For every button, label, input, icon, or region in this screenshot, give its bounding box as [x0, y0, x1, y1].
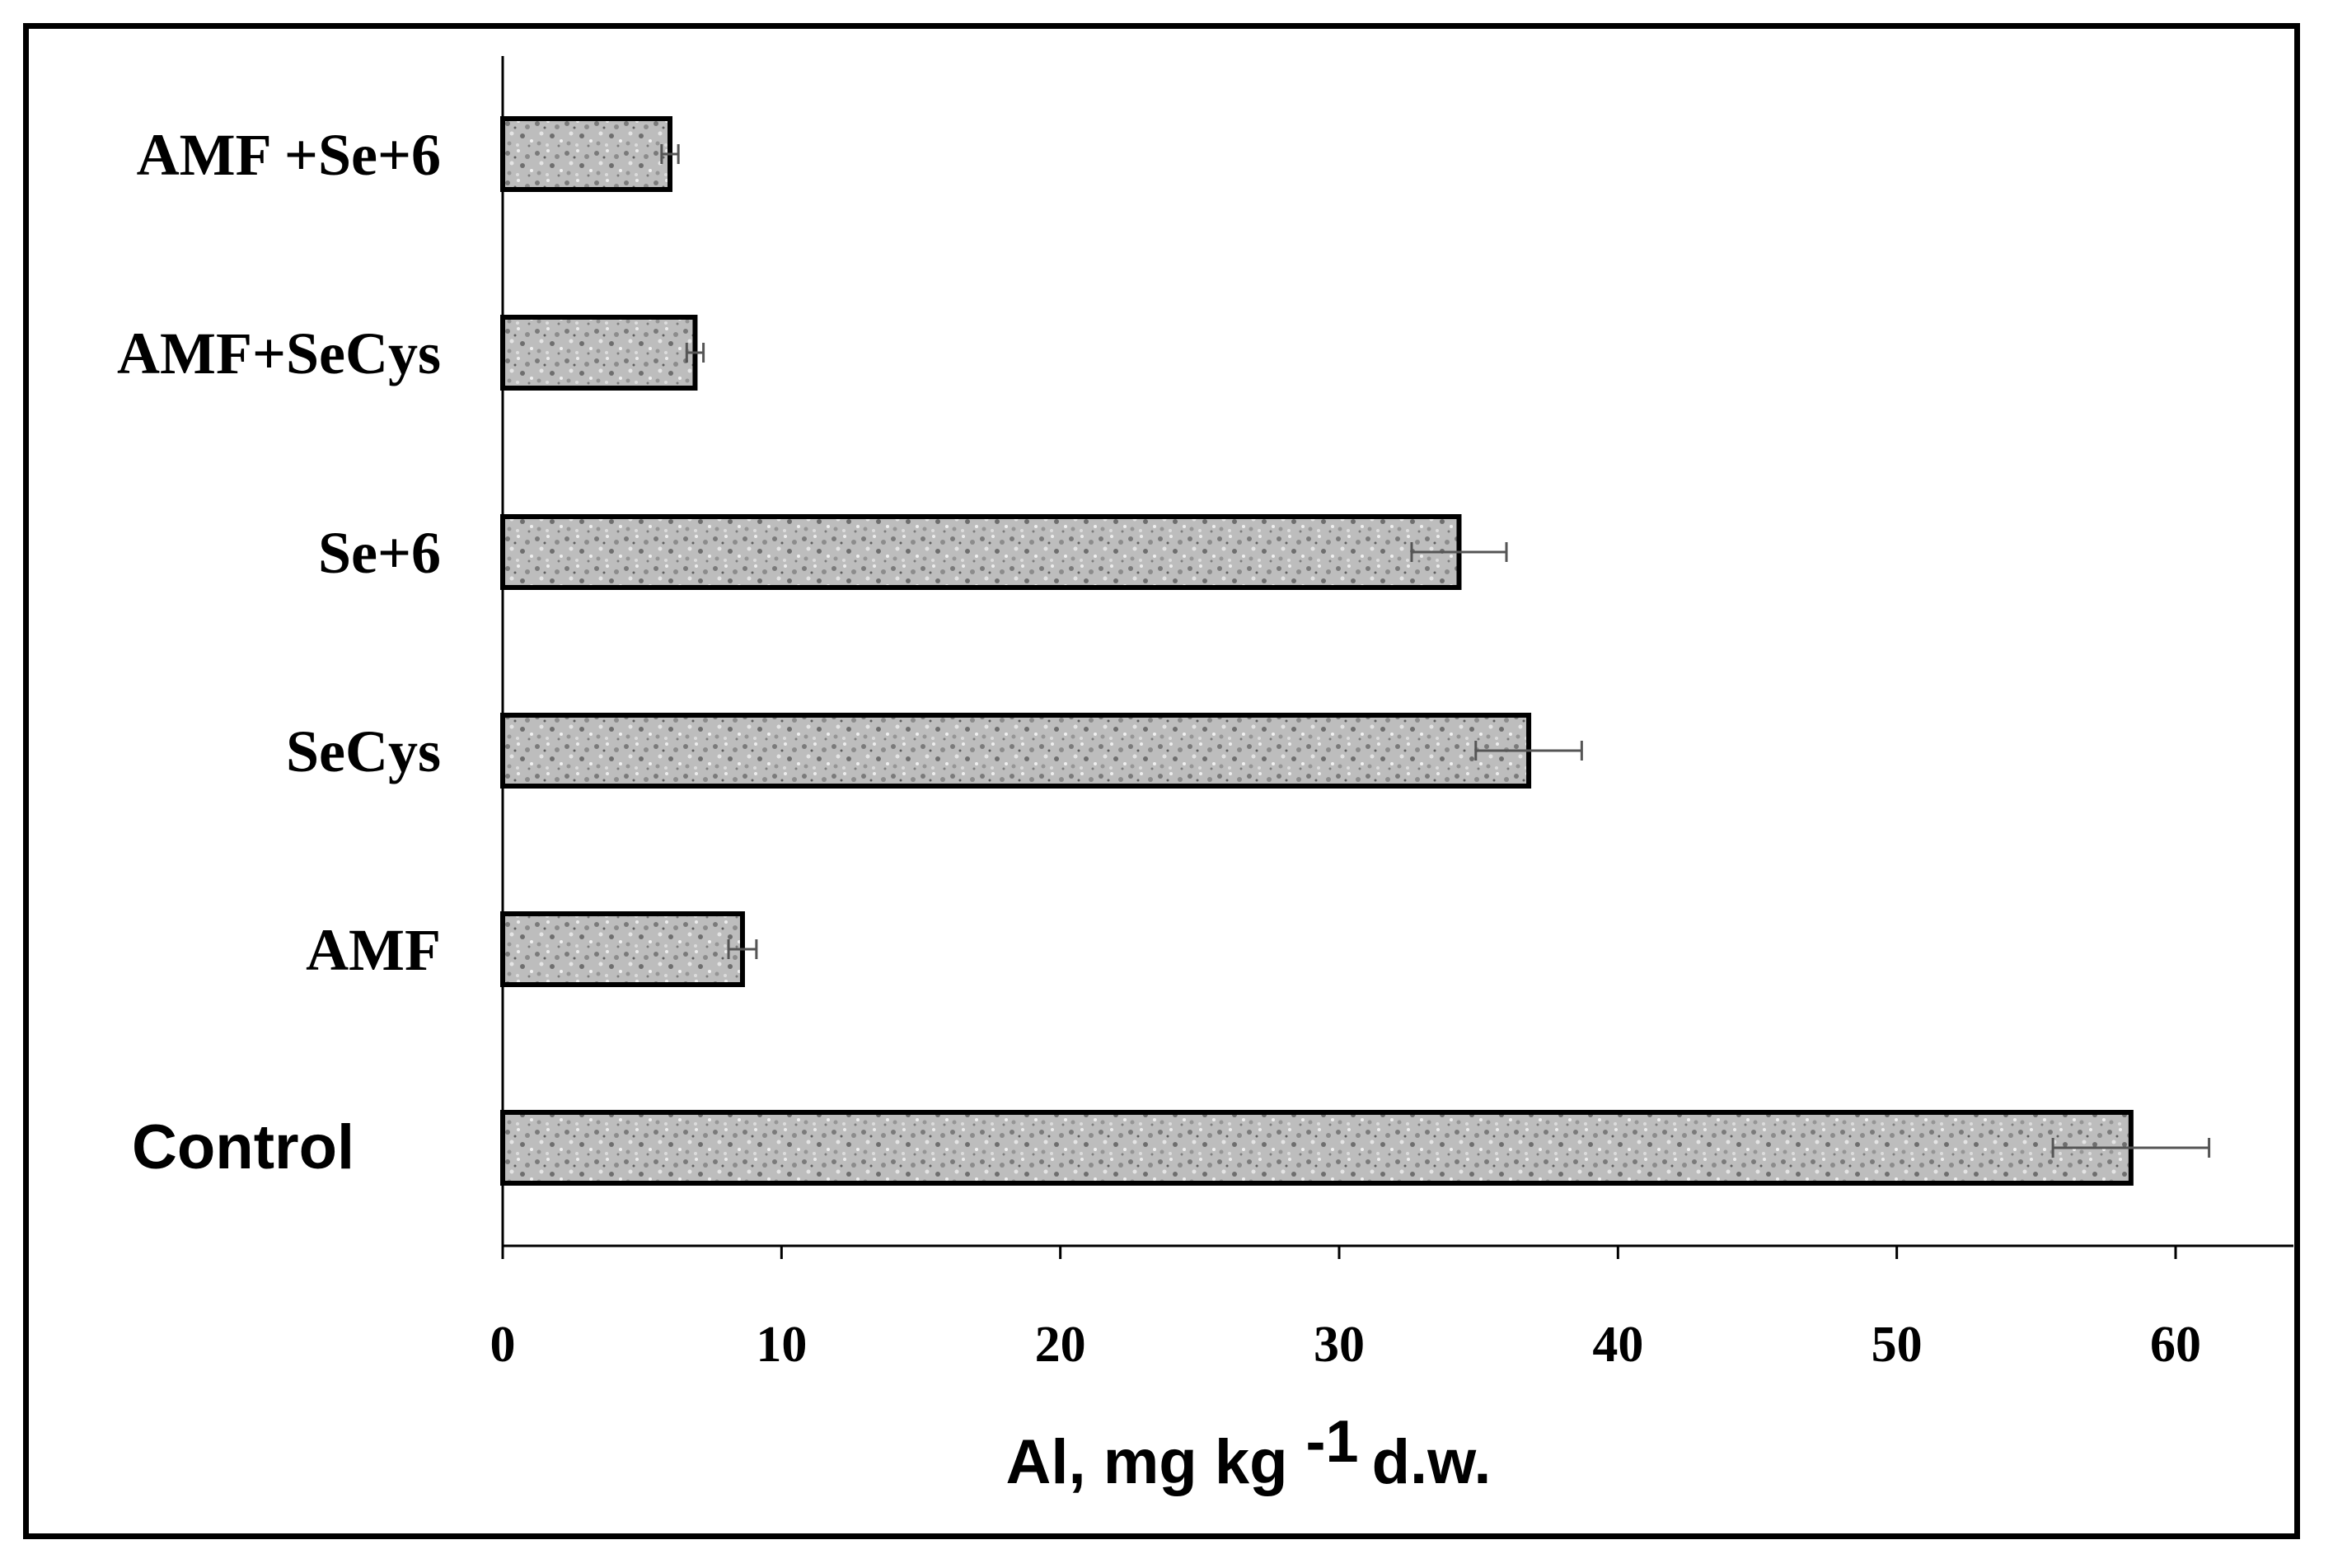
- x-axis-title-sup: -1: [1306, 1409, 1359, 1475]
- x-axis-title-main: Al, mg kg: [1005, 1427, 1287, 1497]
- error-bar-5: [2051, 1138, 2211, 1158]
- category-label-4: AMF: [306, 917, 441, 983]
- error-bar-1: [685, 343, 705, 363]
- x-tick-label-3: 30: [1314, 1317, 1365, 1373]
- bar-2: [500, 514, 1462, 590]
- x-tick-label-1: 10: [756, 1317, 807, 1373]
- x-axis-title: Al, mg kg -1 d.w.: [1005, 1409, 1491, 1497]
- x-tick-label-6: 60: [2150, 1317, 2201, 1373]
- error-bar-0: [660, 144, 680, 164]
- category-label-0: AMF +Se+6: [137, 122, 441, 188]
- bar-4: [500, 911, 745, 987]
- x-tick-label-5: 50: [1872, 1317, 1923, 1373]
- x-ticks-group: 0 10 20 30 40 50 60: [490, 1246, 2201, 1373]
- category-labels-group: AMF +Se+6 AMF+SeCys Se+6 SeCys AMF Control: [117, 122, 441, 1182]
- x-tick-label-4: 40: [1592, 1317, 1643, 1373]
- x-tick-label-2: 20: [1035, 1317, 1086, 1373]
- category-label-3: SeCys: [286, 718, 441, 784]
- bar-1: [500, 315, 698, 391]
- bar-5: [500, 1110, 2134, 1186]
- bar-0: [500, 116, 672, 192]
- category-label-5: Control: [132, 1112, 354, 1182]
- category-label-1: AMF+SeCys: [117, 321, 441, 386]
- error-bars-group: [660, 144, 2211, 1158]
- category-label-2: Se+6: [318, 520, 441, 586]
- x-axis-title-suffix: d.w.: [1372, 1427, 1492, 1497]
- bar-3: [500, 713, 1532, 789]
- error-bar-2: [1410, 542, 1508, 562]
- x-tick-label-0: 0: [490, 1317, 516, 1373]
- error-bar-3: [1474, 741, 1583, 761]
- error-bar-4: [727, 939, 758, 959]
- bars-group: [500, 116, 2134, 1186]
